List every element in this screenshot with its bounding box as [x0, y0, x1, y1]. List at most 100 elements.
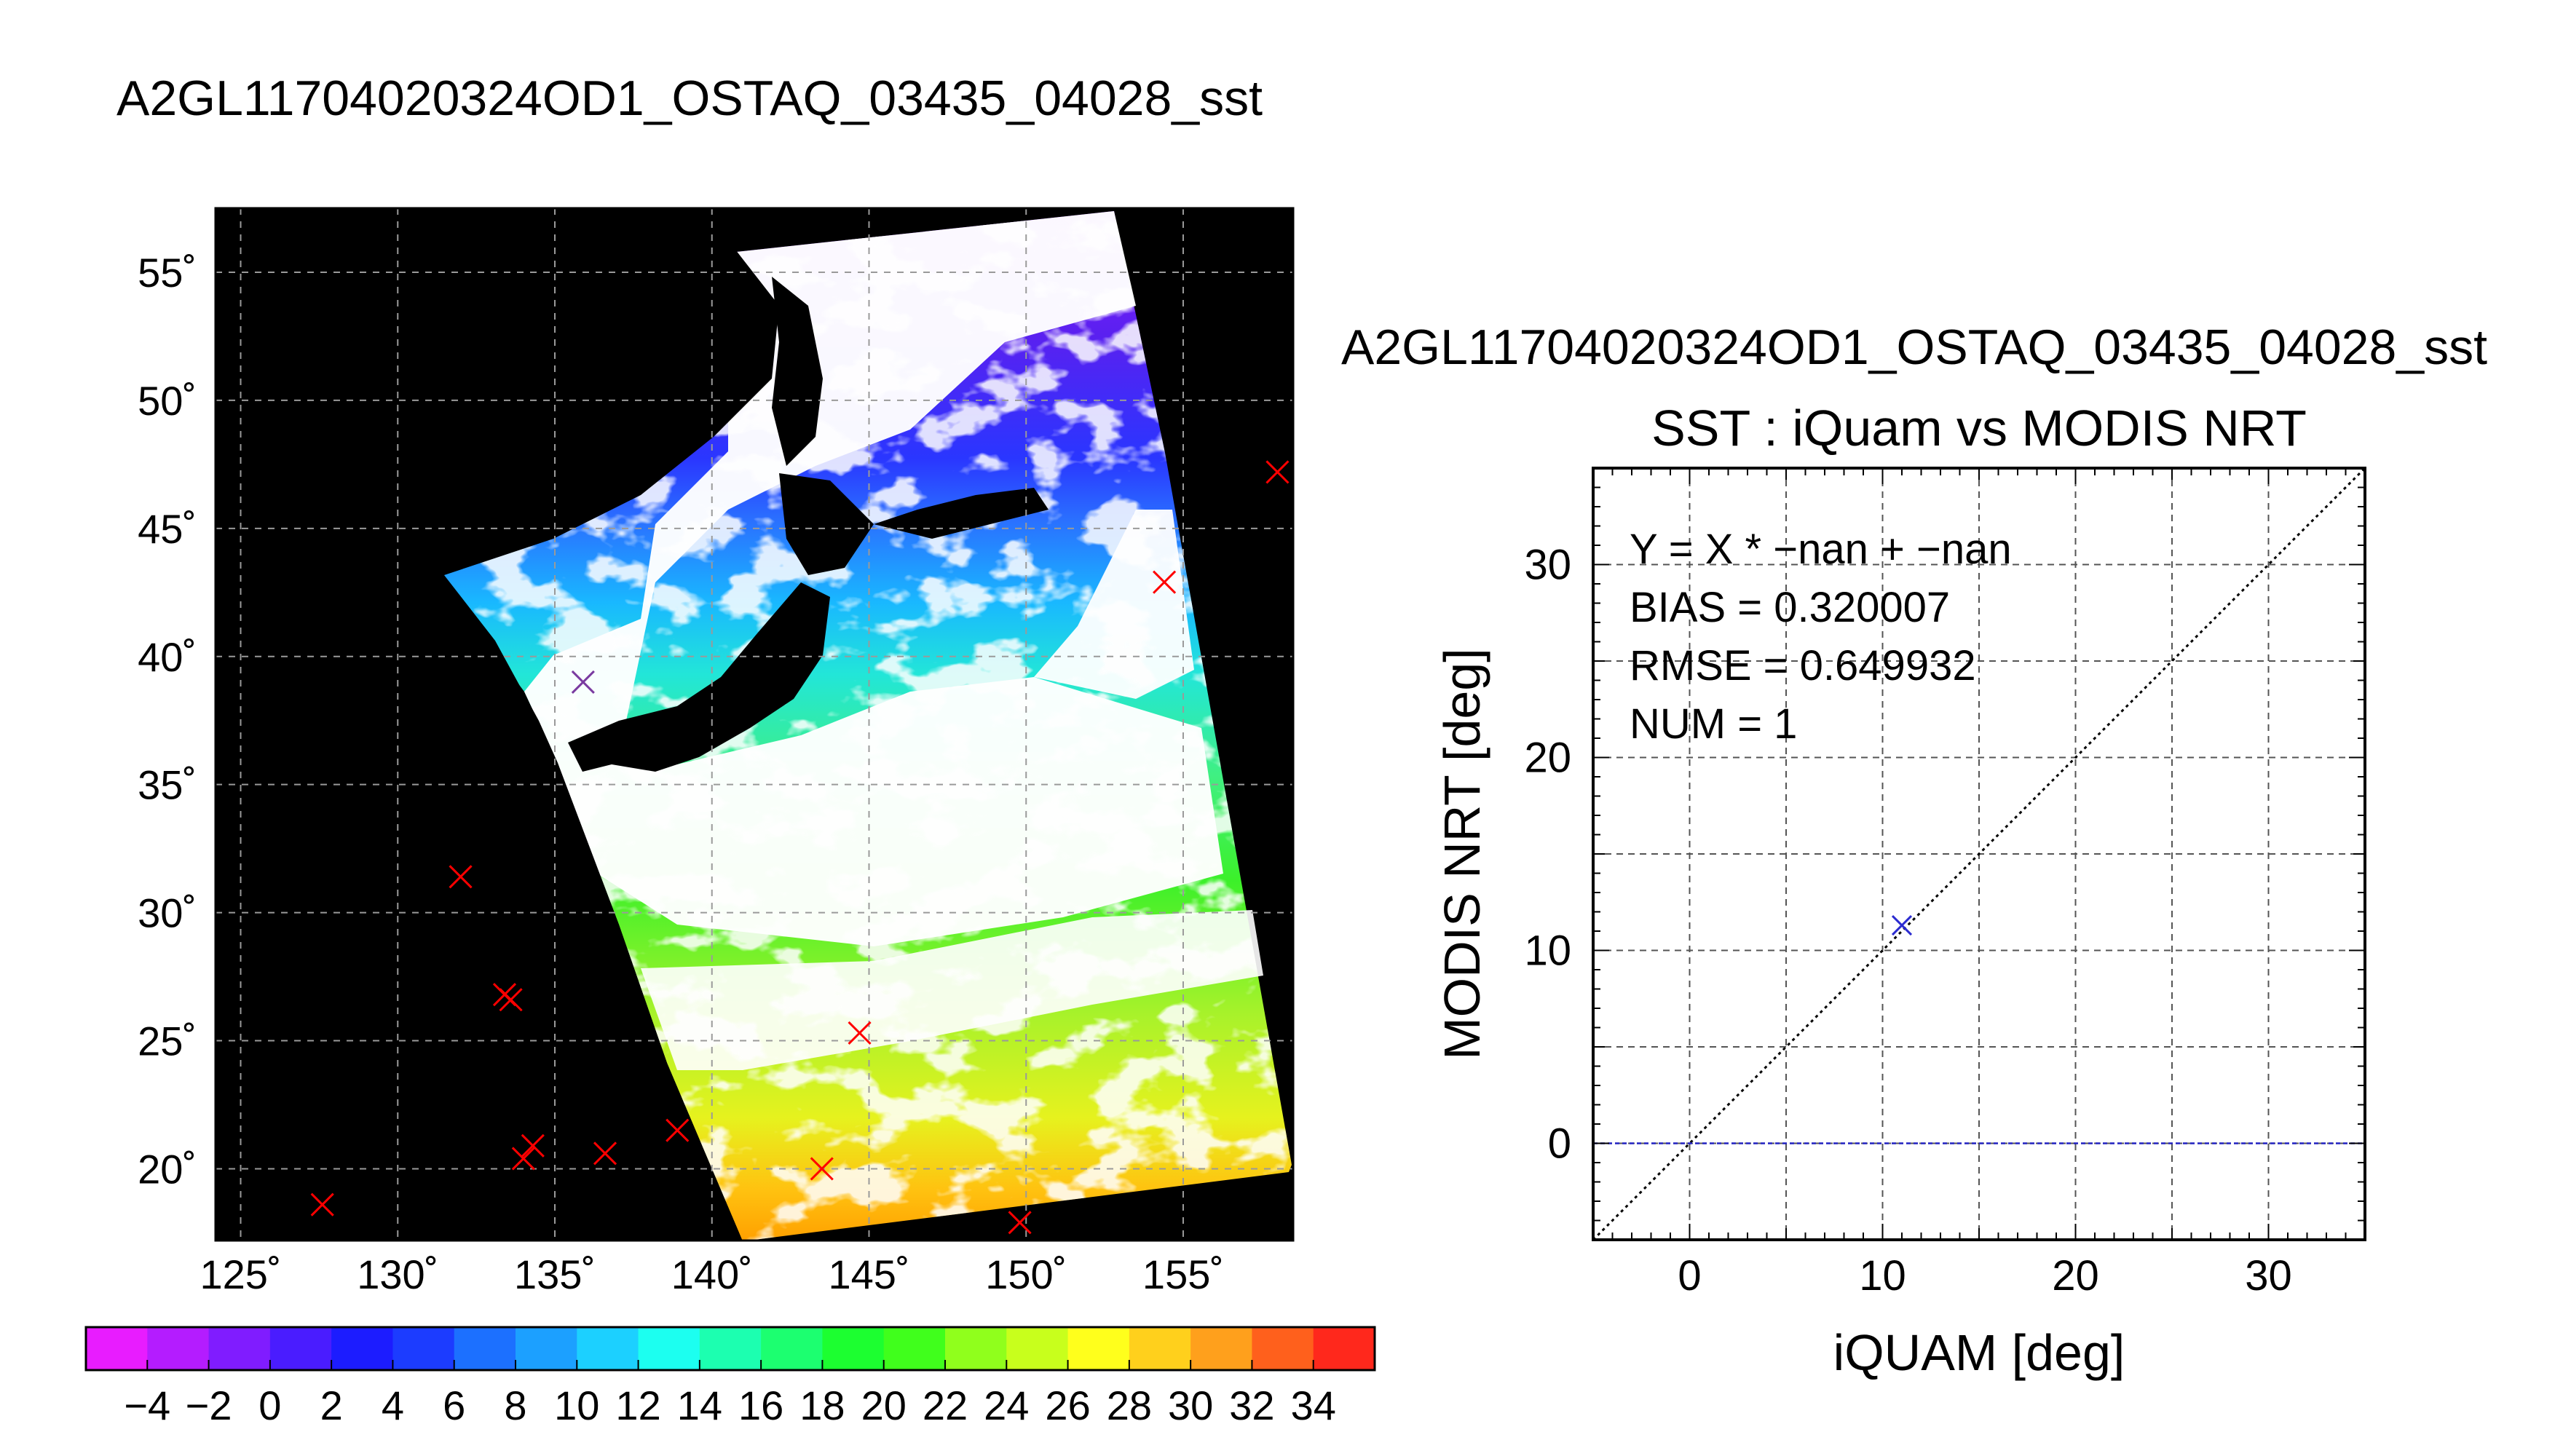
map-lat-tick-label: 30˚	[138, 890, 197, 936]
scatter-x-tick-label: 0	[1678, 1252, 1701, 1299]
map-match-marker	[511, 1147, 535, 1171]
colorbar-tick-label: 26	[1045, 1382, 1090, 1428]
scatter-y-tick-label: 0	[1548, 1120, 1571, 1168]
colorbar-segment	[883, 1327, 946, 1370]
colorbar-tick-label: 20	[861, 1382, 907, 1428]
scatter-lines	[1593, 468, 2365, 1240]
map-match-marker	[848, 1021, 872, 1045]
scatter-annotation: RMSE = 0.649932	[1630, 642, 1976, 689]
scatter-xlabel: iQUAM [deg]	[1833, 1324, 2125, 1381]
scatter-x-tick-label: 10	[1859, 1252, 1906, 1299]
colorbar-segment	[454, 1327, 516, 1370]
map-match-markers	[310, 460, 1290, 1235]
land-sakhalin	[772, 277, 823, 466]
colorbar-segment	[822, 1327, 885, 1370]
map-lon-tick-label: 150˚	[985, 1251, 1067, 1297]
map-lat-labels: 20˚ 25˚ 30˚ 35˚ 40˚ 45˚ 50˚ 55˚	[138, 250, 197, 1192]
colorbar-tick-label: 24	[984, 1382, 1029, 1428]
colorbar-segment	[86, 1327, 148, 1370]
map-lat-tick-label: 25˚	[138, 1018, 197, 1064]
scatter-y-tick-label: 30	[1524, 542, 1571, 589]
one-to-one-line	[1593, 468, 2365, 1240]
colorbar-tick-label: 22	[923, 1382, 968, 1428]
colorbar-segment	[147, 1327, 210, 1370]
colorbar-tick-label: 16	[738, 1382, 783, 1428]
colorbar-tick-label: 32	[1229, 1382, 1274, 1428]
colorbar-segment	[1067, 1327, 1130, 1370]
map-lat-tick-label: 40˚	[138, 634, 197, 680]
map-match-marker	[810, 1157, 834, 1181]
colorbar-segment	[269, 1327, 332, 1370]
colorbar-tick-label: 0	[258, 1382, 281, 1428]
map-lon-tick-label: 155˚	[1142, 1251, 1224, 1297]
map-match-marker	[499, 988, 523, 1012]
scatter-frame	[1592, 467, 2366, 1241]
colorbar-tick-label: 28	[1107, 1382, 1152, 1428]
map-match-marker	[666, 1118, 690, 1142]
colorbar-tick-label: 14	[677, 1382, 722, 1428]
map-lat-tick-label: 35˚	[138, 762, 197, 808]
map-match-marker	[1265, 460, 1290, 484]
land-honshu	[568, 582, 830, 772]
colorbar: −4 −2 0 2 4 6 8 10 12 14 16 18 20 22 24 26 28 30 32 34	[84, 1326, 1376, 1428]
colorbar-tick-label: 2	[320, 1382, 343, 1428]
scatter-ylabel: MODIS NRT [deg]	[1434, 648, 1490, 1059]
map-lon-labels: 125˚ 130˚ 135˚ 140˚ 145˚ 150˚ 155˚	[200, 1251, 1224, 1297]
colorbar-segment	[1252, 1327, 1314, 1370]
scatter-annotation: BIAS = 0.320007	[1630, 584, 1950, 631]
colorbar-segment	[331, 1327, 393, 1370]
scatter-annotation: Y = X * −nan + −nan	[1630, 526, 2012, 573]
colorbar-tick-label: 30	[1168, 1382, 1213, 1428]
land-kurils	[874, 488, 1049, 539]
scatter-annotation: NUM = 1	[1630, 700, 1797, 748]
map-match-marker	[593, 1142, 617, 1166]
colorbar-tick-label: −2	[186, 1382, 232, 1428]
land-hokkaido	[779, 473, 874, 575]
sst-map: 125˚ 130˚ 135˚ 140˚ 145˚ 150˚ 155˚ 20˚ 25˚ 30˚ 35…	[138, 207, 1295, 1297]
map-match-marker	[571, 670, 595, 695]
map-title: A2GL11704020324OD1_OSTAQ_03435_04028_sst	[117, 71, 1263, 126]
colorbar-segment	[699, 1327, 762, 1370]
colorbar-segment	[577, 1327, 639, 1370]
scatter-panel: A2GL11704020324OD1_OSTAQ_03435_04028_sst…	[1341, 320, 2487, 1381]
map-match-marker	[1008, 1211, 1032, 1235]
scatter-annotations: Y = X * −nan + −nan BIAS = 0.320007 RMSE =…	[1630, 526, 2012, 748]
scatter-points	[1891, 914, 1913, 936]
colorbar-segment	[945, 1327, 1007, 1370]
scatter-x-tick-label: 30	[2245, 1252, 2292, 1299]
map-lat-tick-label: 55˚	[138, 250, 197, 296]
map-lat-tick-label: 45˚	[138, 506, 197, 552]
scatter-y-tick-label: 10	[1524, 927, 1571, 975]
map-lon-tick-label: 125˚	[200, 1251, 281, 1297]
map-match-marker	[449, 865, 473, 889]
scatter-point	[1891, 914, 1913, 936]
colorbar-tick-label: 34	[1291, 1382, 1336, 1428]
colorbar-tick-label: 12	[615, 1382, 660, 1428]
colorbar-tick-label: 18	[799, 1382, 845, 1428]
colorbar-segment	[392, 1327, 455, 1370]
map-lon-tick-label: 140˚	[671, 1251, 753, 1297]
colorbar-segment	[1190, 1327, 1252, 1370]
scatter-suptitle: A2GL11704020324OD1_OSTAQ_03435_04028_sst	[1341, 320, 2487, 375]
colorbar-tick-label: −4	[124, 1382, 170, 1428]
colorbar-segment	[761, 1327, 823, 1370]
map-lon-tick-label: 145˚	[828, 1251, 909, 1297]
colorbar-segment	[208, 1327, 271, 1370]
map-lon-tick-label: 135˚	[514, 1251, 596, 1297]
colorbar-tick-label: 8	[504, 1382, 526, 1428]
colorbar-frame	[84, 1326, 1376, 1372]
map-lat-tick-label: 20˚	[138, 1146, 197, 1192]
map-lon-tick-label: 130˚	[357, 1251, 438, 1297]
colorbar-tick-label: 4	[382, 1382, 404, 1428]
map-match-marker	[521, 1133, 545, 1158]
colorbar-segment	[516, 1327, 577, 1370]
colorbar-segment	[1006, 1327, 1069, 1370]
colorbar-segment	[1313, 1327, 1375, 1370]
colorbar-segment	[1129, 1327, 1191, 1370]
colorbar-tick-label: 6	[443, 1382, 465, 1428]
colorbar-tick-label: 10	[554, 1382, 599, 1428]
colorbar-segment	[638, 1327, 700, 1370]
land-asia	[216, 208, 779, 1241]
map-grid	[216, 208, 1293, 1241]
